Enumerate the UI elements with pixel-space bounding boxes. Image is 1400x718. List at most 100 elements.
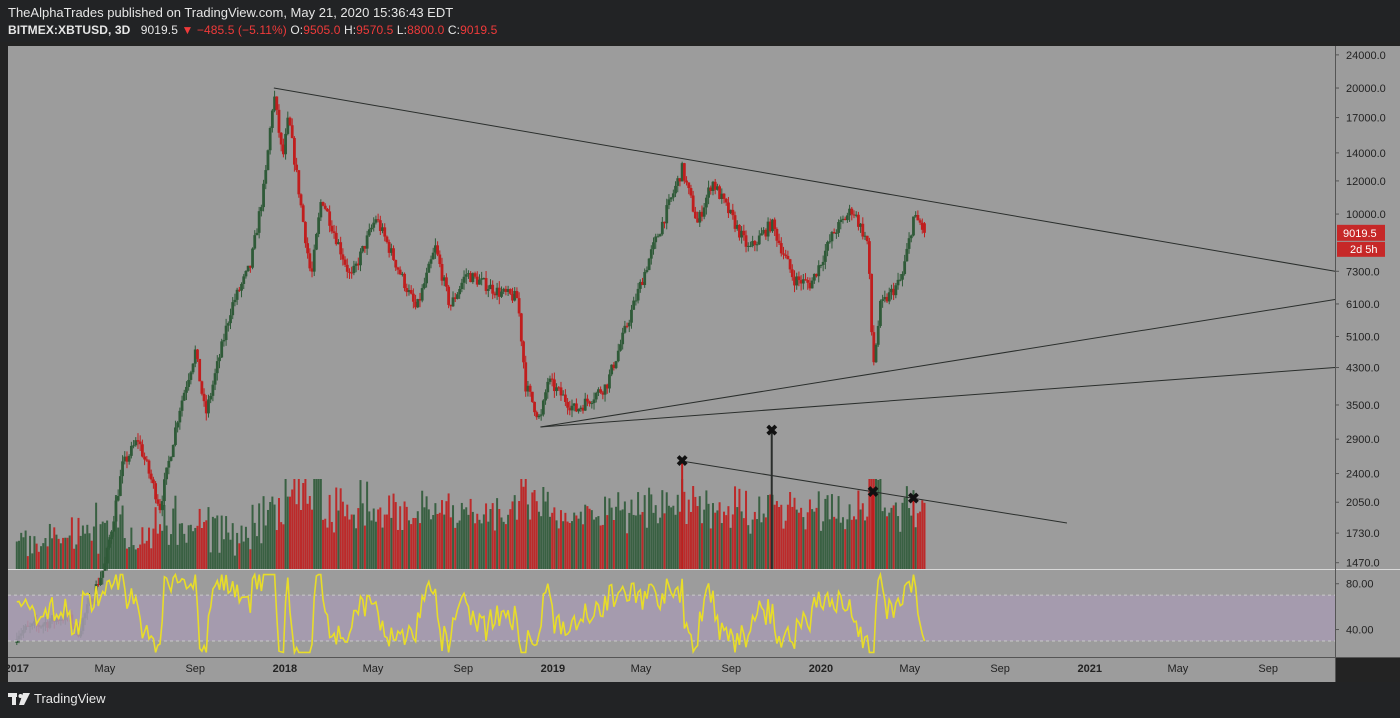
candle-body — [574, 403, 578, 412]
footer-brand[interactable]: TradingView — [34, 691, 106, 706]
candle-body — [436, 245, 440, 255]
volume-bar — [689, 511, 692, 569]
candle-body — [169, 457, 173, 461]
volume-bar — [566, 521, 569, 569]
candle-body — [462, 276, 466, 283]
candle-body — [779, 243, 783, 254]
candle-body — [273, 96, 276, 111]
candle-body — [511, 293, 514, 301]
candle-body — [226, 323, 230, 326]
volume-bar — [178, 523, 181, 569]
candle-body — [321, 202, 325, 206]
candle-body — [579, 407, 583, 409]
candle-body — [654, 236, 658, 243]
candle-body — [868, 241, 871, 274]
candle-body — [149, 473, 153, 480]
volume-bar — [418, 523, 421, 569]
volume-bar — [119, 514, 122, 569]
volume-bar — [394, 502, 397, 569]
volume-bar — [515, 519, 518, 569]
volume-bar — [295, 504, 298, 569]
volume-bar — [707, 503, 710, 569]
tradingview-logo-icon[interactable] — [8, 691, 30, 707]
price-tick-label: 10000.0 — [1346, 209, 1386, 221]
candle-body — [744, 235, 748, 247]
volume-bar — [795, 509, 798, 569]
volume-bar — [844, 529, 847, 569]
rsi-band — [8, 595, 1335, 641]
volume-bar — [747, 525, 750, 569]
volume-bar — [738, 488, 741, 569]
volume-bar — [535, 501, 538, 569]
volume-bar — [92, 526, 95, 569]
candle-body — [337, 242, 340, 245]
volume-bar — [716, 510, 719, 569]
volume-bar — [229, 539, 232, 569]
volume-bar — [599, 525, 602, 569]
volume-bar — [758, 496, 761, 569]
volume-bar — [751, 519, 754, 569]
volume-bar — [260, 543, 263, 569]
candle-body — [451, 297, 455, 307]
volume-bar — [297, 479, 300, 569]
volume-bar — [414, 518, 417, 569]
candle-body — [440, 264, 444, 281]
volume-bar — [266, 509, 269, 569]
last-price-tag — [1337, 224, 1385, 241]
volume-bar — [837, 496, 840, 569]
volume-bar — [165, 525, 168, 569]
volume-bar — [870, 479, 873, 569]
candle-body — [856, 214, 860, 227]
time-tick-label: 2019 — [541, 663, 565, 675]
volume-bar — [661, 490, 664, 569]
candle-body — [627, 322, 631, 327]
price-chart[interactable]: ✖ ✖ ✖ ✖ 1470.0 1730.0 2050.0 2400.0 2900.0 3500.… — [0, 42, 1400, 682]
main-pane[interactable] — [8, 46, 1335, 569]
candle-body — [400, 273, 404, 275]
candle-body — [180, 400, 184, 411]
volume-bar — [308, 496, 311, 569]
volume-bar — [57, 538, 60, 569]
volume-bar — [311, 509, 314, 569]
candle-body — [407, 290, 411, 293]
volume-bar — [553, 507, 556, 569]
volume-bar — [101, 521, 104, 569]
candle-body — [905, 248, 909, 262]
candle-body — [784, 254, 788, 256]
candle-body — [568, 407, 572, 411]
candle-body — [823, 250, 827, 262]
candle-body — [231, 302, 235, 316]
volume-bar — [363, 525, 366, 569]
candle-body — [136, 440, 140, 442]
volume-bar — [359, 480, 362, 569]
volume-bar — [37, 551, 40, 569]
candle-body — [246, 265, 250, 271]
candle-body — [753, 241, 757, 245]
candle-body — [171, 444, 175, 458]
volume-marker-icon: ✖ — [765, 423, 778, 440]
price-axis[interactable] — [1336, 46, 1400, 657]
volume-bar — [421, 490, 424, 569]
volume-bar — [641, 512, 644, 569]
symbol-label[interactable]: BITMEX:XBTUSD, 3D — [8, 23, 131, 37]
volume-bar — [214, 518, 217, 569]
volume-bar — [161, 530, 164, 569]
candle-body — [152, 479, 155, 484]
candle-body — [295, 164, 299, 171]
candle-body — [870, 273, 874, 333]
volume-bar — [192, 531, 195, 569]
volume-bar — [577, 518, 580, 569]
volume-bar — [667, 505, 670, 569]
volume-bar — [154, 507, 157, 569]
volume-bar — [811, 509, 814, 569]
time-axis[interactable] — [8, 657, 1335, 682]
volume-bar — [703, 509, 706, 569]
candle-body — [237, 289, 241, 291]
volume-bar — [108, 537, 111, 569]
candle-body — [852, 214, 856, 216]
volume-bar — [835, 518, 838, 569]
volume-bar — [711, 503, 714, 569]
volume-bar — [727, 506, 730, 569]
volume-bar — [485, 503, 488, 569]
volume-bar — [808, 499, 811, 569]
